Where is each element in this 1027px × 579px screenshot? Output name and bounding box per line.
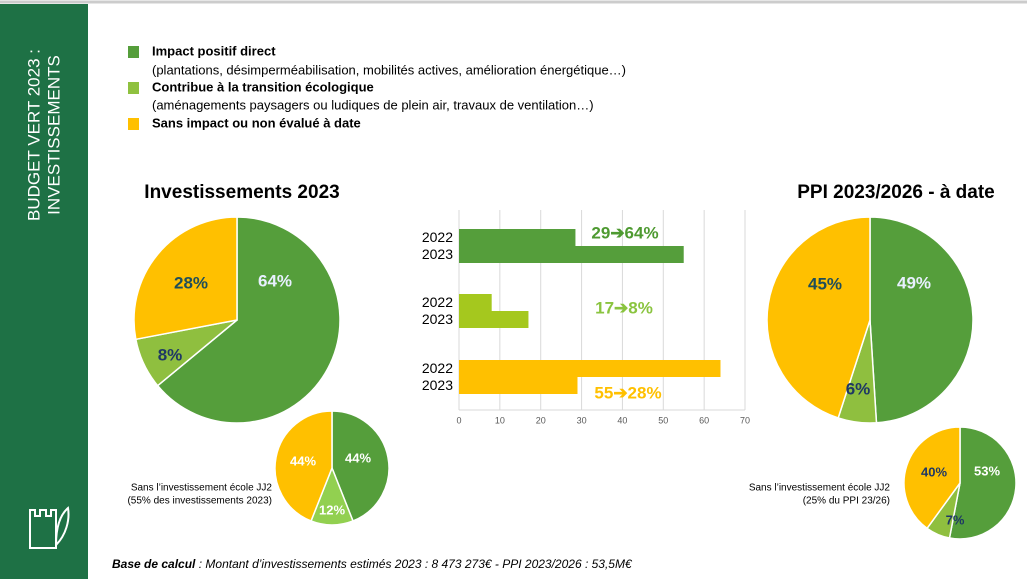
pie-slice — [903, 426, 961, 530]
y-tick-label: 2023 — [422, 246, 453, 262]
legend-swatch — [128, 118, 139, 130]
legend-description: (plantations, désimperméabilisation, mob… — [152, 62, 626, 77]
footnote: Base de calcul : Montant d’investissemen… — [112, 557, 633, 571]
sidebar — [0, 4, 88, 579]
bar-annotation: 17➔8% — [595, 298, 653, 317]
value-label: 64% — [258, 271, 292, 290]
y-tick-label: 2023 — [422, 311, 453, 327]
y-tick-label: 2023 — [422, 377, 453, 393]
pie-slice — [766, 216, 871, 419]
sidebar-line: INVESTISSEMENTS — [44, 55, 63, 215]
logo — [29, 506, 70, 549]
bar — [459, 377, 578, 394]
charts: Investissements 2023 64% 8% 28% Sans l’inves… — [127, 182, 1017, 540]
footnote-text: : Montant d’investissements estimés 2023… — [195, 557, 633, 571]
bar — [459, 229, 576, 246]
bar — [459, 311, 529, 328]
legend-swatch — [128, 46, 139, 58]
sidebar-line: BUDGET VERT 2023 : — [24, 49, 43, 221]
value-label: 6% — [846, 379, 871, 398]
legend-swatch — [128, 82, 139, 94]
legend-description: (aménagements paysagers ou ludiques de p… — [152, 97, 594, 112]
pie-slice — [869, 216, 974, 424]
footnote-label: Base de calcul — [112, 557, 196, 571]
value-label: 28% — [174, 273, 208, 292]
value-label: 45% — [808, 274, 842, 293]
pie-slice — [156, 216, 341, 424]
value-label: 7% — [946, 512, 965, 527]
value-label: 53% — [974, 463, 1000, 478]
pie-annotation: Sans l’investissement école JJ2 — [749, 483, 891, 494]
x-tick-label: 20 — [536, 415, 546, 425]
y-tick-label: 2022 — [422, 229, 453, 245]
value-label: 12% — [319, 502, 345, 517]
legend-label: Sans impact ou non évalué à date — [152, 115, 361, 130]
pie-annotation: (55% des investissements 2023) — [127, 496, 272, 507]
pie-slice — [133, 216, 238, 341]
x-tick-label: 70 — [740, 415, 750, 425]
value-label: 44% — [290, 453, 316, 468]
x-tick-label: 60 — [699, 415, 709, 425]
sidebar-title: BUDGET VERT 2023 : INVESTISSEMENTS — [24, 49, 63, 221]
bar — [459, 294, 492, 311]
chart-title: PPI 2023/2026 - à date — [797, 182, 995, 203]
x-tick-label: 40 — [617, 415, 627, 425]
value-label: 8% — [158, 345, 183, 364]
bar — [459, 360, 721, 377]
x-tick-label: 30 — [577, 415, 587, 425]
bar-annotation: 55➔28% — [594, 383, 661, 402]
value-label: 40% — [921, 464, 947, 479]
bar — [459, 246, 684, 263]
pie-annotation: Sans l’investissement école JJ2 — [131, 483, 273, 494]
x-tick-label: 50 — [658, 415, 668, 425]
value-label: 49% — [897, 273, 931, 292]
value-label: 44% — [345, 450, 371, 465]
pie-slice — [274, 410, 333, 522]
pie-annotation: (25% du PPI 23/26) — [803, 496, 890, 507]
pie-slice — [331, 410, 390, 522]
x-tick-label: 10 — [495, 415, 505, 425]
legend-label: Contribue à la transition écologique — [152, 79, 374, 94]
y-tick-label: 2022 — [422, 360, 453, 376]
legend: Impact positif direct (plantations, désim… — [128, 43, 626, 130]
bar-annotation: 29➔64% — [591, 223, 658, 242]
pie-slice — [948, 426, 1017, 540]
legend-label: Impact positif direct — [152, 43, 276, 58]
x-tick-label: 0 — [456, 415, 461, 425]
chart-title: Investissements 2023 — [144, 182, 339, 203]
y-tick-label: 2022 — [422, 294, 453, 310]
